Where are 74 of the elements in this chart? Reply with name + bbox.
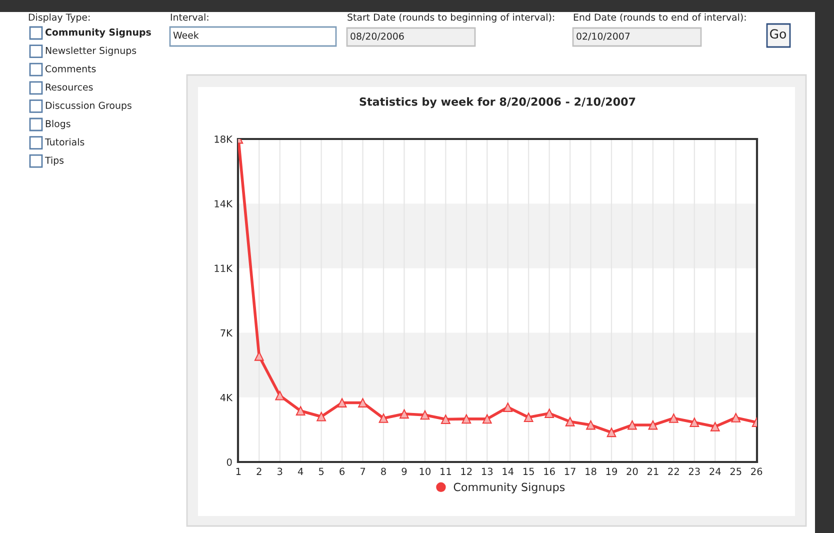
text: Tutorials bbox=[44, 138, 84, 146]
text: Blogs bbox=[46, 120, 70, 130]
x-tick-label: 20 bbox=[626, 468, 638, 476]
point bbox=[668, 414, 678, 423]
text: Newsletter Signups bbox=[46, 46, 136, 56]
point bbox=[254, 351, 264, 361]
point bbox=[690, 418, 700, 428]
legend-label: Community Signups bbox=[454, 482, 565, 494]
text: Week bbox=[173, 31, 199, 39]
point bbox=[586, 420, 596, 430]
text: End Date (rounds to end of interval): bbox=[574, 13, 746, 22]
y-tick-label: 18K bbox=[214, 135, 233, 143]
point bbox=[648, 420, 658, 430]
x-tick-label: 17 bbox=[564, 468, 576, 475]
x-tick-label: 19 bbox=[606, 468, 617, 476]
text: Start Date (rounds to beginning of interval): bbox=[348, 13, 554, 23]
x-tick-label: 11 bbox=[440, 468, 451, 475]
x-tick-label: 26 bbox=[751, 468, 762, 476]
point bbox=[440, 414, 450, 424]
y-tick-label: 0 bbox=[226, 458, 232, 466]
x-tick-label: 18 bbox=[586, 468, 596, 476]
x-tick-label: 22 bbox=[668, 468, 679, 475]
x-tick-label: 23 bbox=[688, 468, 700, 476]
point bbox=[296, 406, 306, 416]
point bbox=[316, 412, 326, 422]
point bbox=[358, 398, 368, 408]
point bbox=[503, 402, 513, 412]
x-tick-label: 21 bbox=[647, 468, 658, 475]
x-tick-label: 7 bbox=[360, 468, 366, 475]
x-tick-label: 9 bbox=[402, 468, 407, 476]
x-tick-label: 2 bbox=[256, 468, 262, 475]
x-tick-label: 14 bbox=[502, 468, 514, 475]
text: Discussion Groups bbox=[46, 102, 132, 111]
x-tick-label: 12 bbox=[461, 468, 472, 475]
text: 02/10/2007 bbox=[576, 32, 630, 40]
text: Comments bbox=[46, 65, 96, 72]
point bbox=[524, 412, 534, 422]
point bbox=[710, 422, 720, 432]
text: Display Type: bbox=[28, 13, 90, 23]
point bbox=[544, 408, 554, 418]
x-tick-label: 16 bbox=[544, 468, 555, 476]
point bbox=[420, 410, 430, 420]
text: Interval: bbox=[170, 13, 208, 21]
y-tick-label: 11K bbox=[214, 264, 233, 272]
point bbox=[337, 398, 347, 408]
x-tick-label: 8 bbox=[381, 468, 386, 476]
x-tick-label: 4 bbox=[298, 468, 304, 475]
x-tick-label: 13 bbox=[482, 468, 493, 476]
point bbox=[606, 428, 616, 438]
x-tick-label: 6 bbox=[340, 468, 345, 476]
point bbox=[462, 414, 472, 424]
point bbox=[731, 412, 741, 422]
point bbox=[378, 414, 388, 423]
text: 08/20/2006 bbox=[350, 32, 404, 40]
x-tick-label: 10 bbox=[420, 468, 430, 476]
text: Resources bbox=[46, 84, 93, 91]
x-tick-label: 24 bbox=[710, 468, 721, 475]
x-tick-label: 25 bbox=[730, 468, 742, 476]
chart-title: Statistics by week for 8/20/2006 - 2/10/2007 bbox=[360, 97, 636, 108]
text: Community Signups bbox=[45, 28, 151, 38]
x-tick-label: 5 bbox=[318, 468, 324, 476]
text: Tips bbox=[44, 156, 64, 166]
y-tick-label: 4K bbox=[220, 394, 233, 402]
point bbox=[628, 420, 637, 430]
point bbox=[565, 416, 575, 426]
text: Go bbox=[770, 29, 786, 39]
x-tick-label: 15 bbox=[523, 468, 534, 476]
y-tick-label: 14K bbox=[214, 200, 233, 208]
point bbox=[400, 409, 409, 419]
x-tick-label: 3 bbox=[278, 468, 282, 476]
point bbox=[275, 390, 285, 400]
y-tick-label: 7K bbox=[220, 329, 233, 336]
point bbox=[482, 414, 492, 424]
x-tick-label: 1 bbox=[236, 468, 241, 475]
